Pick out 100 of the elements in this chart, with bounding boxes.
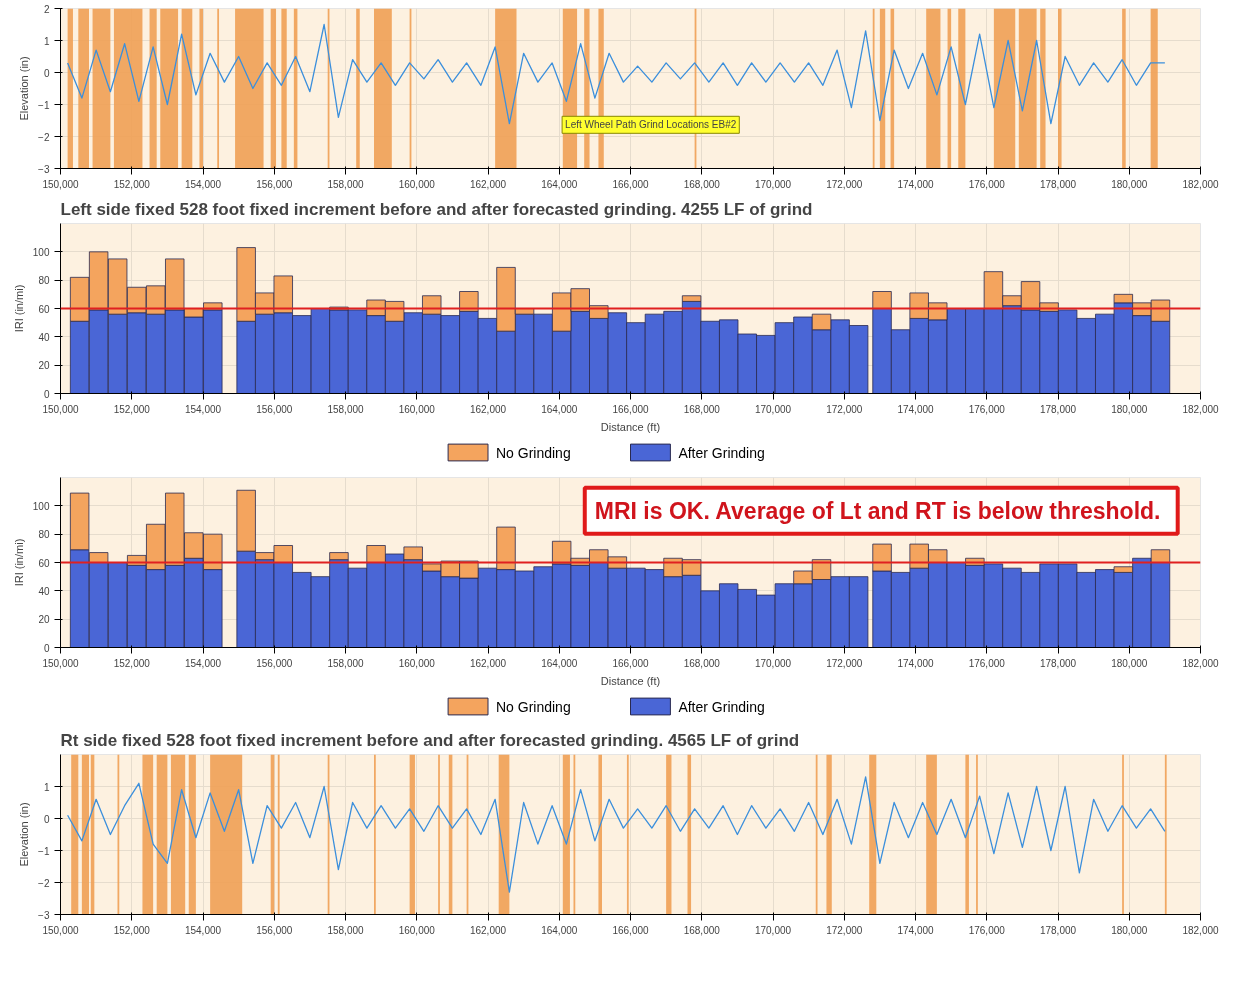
y-tick-label: 20 (38, 614, 50, 626)
x-tick-label: 154,000 (184, 657, 222, 669)
x-tick-label: 170,000 (754, 403, 792, 415)
y-tick-label: −1 (38, 845, 50, 857)
x-tick-label: 174,000 (897, 178, 935, 190)
x-tick-label: 176,000 (968, 657, 1006, 669)
x-tick-label: 170,000 (754, 657, 792, 669)
x-tick-label: 182,000 (1182, 178, 1220, 190)
y-tick-label: 40 (38, 585, 50, 597)
y-tick-label: 80 (38, 275, 50, 287)
x-tick-label: 158,000 (327, 924, 365, 936)
y-axis-title: IRI (in/mi) (12, 284, 25, 333)
x-tick-label: 160,000 (398, 924, 436, 936)
x-tick-label: 152,000 (113, 178, 151, 190)
x-tick-label: 176,000 (968, 403, 1006, 415)
y-tick-label: −2 (38, 877, 50, 889)
x-tick-label: 180,000 (1111, 403, 1148, 415)
x-tick-label: 152,000 (113, 657, 151, 669)
x-tick-label: 152,000 (113, 924, 151, 936)
x-tick-label: 172,000 (826, 403, 863, 415)
x-tick-label: 162,000 (469, 178, 507, 190)
y-tick-label: 1 (43, 35, 50, 47)
y-tick-label: 100 (32, 500, 50, 512)
y-tick-label: 0 (43, 813, 50, 825)
y-axis-title: Elevation (in) (18, 56, 31, 121)
x-tick-label: 164,000 (541, 924, 578, 936)
x-tick-label: 150,000 (42, 924, 80, 936)
y-tick-label: 1 (43, 781, 50, 793)
x-tick-label: 178,000 (1039, 403, 1077, 415)
x-tick-label: 156,000 (256, 657, 293, 669)
x-tick-label: 150,000 (42, 657, 80, 669)
x-tick-label: 172,000 (826, 657, 863, 669)
x-tick-label: 172,000 (826, 178, 863, 190)
chart-title: Left side fixed 528 foot fixed increment before and after forecasted grinding. 4255 LF of grind (60, 199, 813, 219)
legend-label: No Grinding (495, 444, 571, 461)
y-axis-title: IRI (in/mi) (12, 538, 25, 587)
x-tick-label: 150,000 (42, 178, 80, 190)
x-tick-label: 168,000 (683, 657, 721, 669)
x-tick-label: 170,000 (754, 924, 792, 936)
x-tick-label: 150,000 (42, 403, 80, 415)
y-tick-label: 2 (43, 3, 50, 15)
x-tick-label: 156,000 (256, 924, 293, 936)
x-tick-label: 178,000 (1039, 178, 1077, 190)
y-tick-label: −3 (38, 163, 50, 175)
x-axis-title: Distance (ft) (600, 420, 661, 433)
x-tick-label: 156,000 (256, 178, 293, 190)
y-axis-title: Elevation (in) (18, 802, 31, 867)
x-tick-label: 176,000 (968, 178, 1006, 190)
legend-label: After Grinding (678, 698, 765, 715)
x-tick-label: 162,000 (469, 924, 507, 936)
legend-label: After Grinding (678, 444, 765, 461)
x-tick-label: 176,000 (968, 924, 1006, 936)
annotation: MRI is OK. Average of Lt and RT is below threshold. (594, 497, 1161, 524)
x-tick-label: 164,000 (541, 403, 578, 415)
x-tick-label: 182,000 (1182, 924, 1220, 936)
x-tick-label: 158,000 (327, 657, 365, 669)
x-tick-label: 160,000 (398, 178, 436, 190)
y-tick-label: 100 (32, 246, 50, 258)
y-tick-label: 40 (38, 331, 50, 343)
x-tick-label: 174,000 (897, 924, 935, 936)
x-tick-label: 182,000 (1182, 657, 1220, 669)
x-tick-label: 152,000 (113, 403, 151, 415)
x-tick-label: 172,000 (826, 924, 863, 936)
x-tick-label: 182,000 (1182, 403, 1220, 415)
x-tick-label: 180,000 (1111, 657, 1148, 669)
x-tick-label: 168,000 (683, 403, 721, 415)
x-tick-label: 164,000 (541, 178, 578, 190)
x-tick-label: 160,000 (398, 657, 436, 669)
y-tick-label: 0 (43, 642, 50, 654)
x-tick-label: 174,000 (897, 657, 935, 669)
x-tick-label: 166,000 (612, 403, 650, 415)
x-tick-label: 168,000 (683, 178, 721, 190)
x-tick-label: 174,000 (897, 403, 935, 415)
x-tick-label: 170,000 (754, 178, 792, 190)
y-tick-label: 60 (38, 557, 50, 569)
x-tick-label: 178,000 (1039, 924, 1077, 936)
x-tick-label: 154,000 (184, 403, 222, 415)
annotation: Left Wheel Path Grind Locations EB#2 (565, 119, 737, 131)
x-axis-title: Distance (ft) (600, 674, 661, 687)
x-tick-label: 166,000 (612, 657, 650, 669)
x-tick-label: 166,000 (612, 178, 650, 190)
y-tick-label: 80 (38, 529, 50, 541)
x-tick-label: 180,000 (1111, 178, 1148, 190)
x-tick-label: 180,000 (1111, 924, 1148, 936)
x-tick-label: 166,000 (612, 924, 650, 936)
y-tick-label: 0 (43, 67, 50, 79)
y-tick-label: 20 (38, 360, 50, 372)
x-tick-label: 160,000 (398, 403, 436, 415)
legend-label: No Grinding (495, 698, 571, 715)
x-tick-label: 162,000 (469, 403, 507, 415)
y-tick-label: 0 (43, 388, 50, 400)
y-tick-label: −1 (38, 99, 50, 111)
x-tick-label: 154,000 (184, 924, 222, 936)
x-tick-label: 156,000 (256, 403, 293, 415)
x-tick-label: 154,000 (184, 178, 222, 190)
x-tick-label: 162,000 (469, 657, 507, 669)
x-tick-label: 178,000 (1039, 657, 1077, 669)
y-tick-label: −2 (38, 131, 50, 143)
x-tick-label: 164,000 (541, 657, 578, 669)
x-tick-label: 158,000 (327, 403, 365, 415)
